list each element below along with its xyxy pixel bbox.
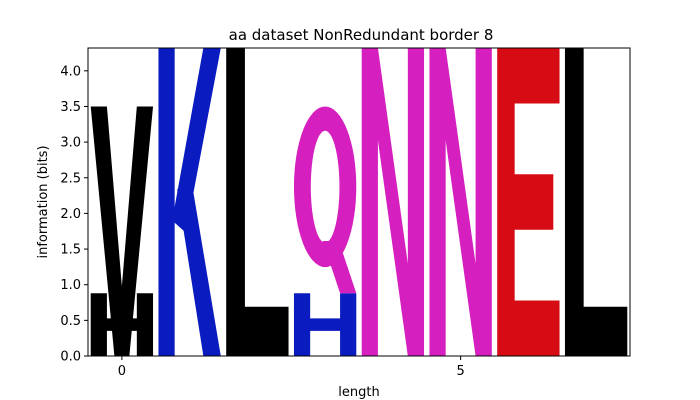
- logo-letter-v-pos0: [90, 106, 154, 356]
- logo-letter-l-pos7: [564, 48, 628, 356]
- glyph-layer: [90, 48, 628, 356]
- y-tick-label: 2.0: [60, 207, 81, 222]
- glyph-part-k-0: [158, 48, 175, 356]
- chart-title: aa dataset NonRedundant border 8: [229, 26, 494, 44]
- glyph-part-h-0: [293, 293, 357, 356]
- glyph-part-k-2: [177, 177, 221, 356]
- glyph-part-q-2: [322, 240, 357, 294]
- y-tick-label: 1.0: [60, 278, 81, 293]
- x-axis-label: length: [338, 385, 379, 400]
- glyph-part-e-0: [497, 48, 560, 356]
- logo-letter-e-pos6: [497, 48, 560, 356]
- logo-letter-n-pos4: [361, 48, 425, 356]
- axes: 0.0 0.5 1.0 1.5 2.0 2.5 3.0 3.5 4.0 0 5: [60, 47, 631, 379]
- logo-letter-q-pos3: [293, 106, 357, 294]
- y-tick-label: 2.5: [60, 171, 81, 186]
- glyph-part-l-0: [564, 48, 628, 356]
- logo-letter-n-pos5: [429, 48, 492, 356]
- glyph-part-l-0: [226, 48, 289, 356]
- glyph-part-v-0: [90, 106, 154, 356]
- y-tick-label: 1.5: [60, 243, 81, 258]
- y-axis-label: information (bits): [36, 145, 51, 258]
- x-tick-label: 5: [456, 364, 464, 379]
- y-tick-label: 3.0: [60, 136, 81, 151]
- logo-letter-k-pos1: [158, 48, 221, 356]
- glyph-part-q-1: [310, 130, 340, 243]
- y-tick-label: 0.5: [60, 314, 81, 329]
- y-tick-label: 0.0: [60, 350, 81, 365]
- logo-letter-h-pos3: [293, 293, 357, 356]
- y-tick-label: 3.5: [60, 100, 81, 115]
- glyph-part-n-0: [429, 48, 492, 356]
- y-tick-label: 4.0: [60, 64, 81, 79]
- logo-letter-l-pos2: [226, 48, 289, 356]
- x-tick-label: 0: [118, 364, 126, 379]
- plot-frame: [87, 47, 631, 357]
- glyph-part-n-0: [361, 48, 425, 356]
